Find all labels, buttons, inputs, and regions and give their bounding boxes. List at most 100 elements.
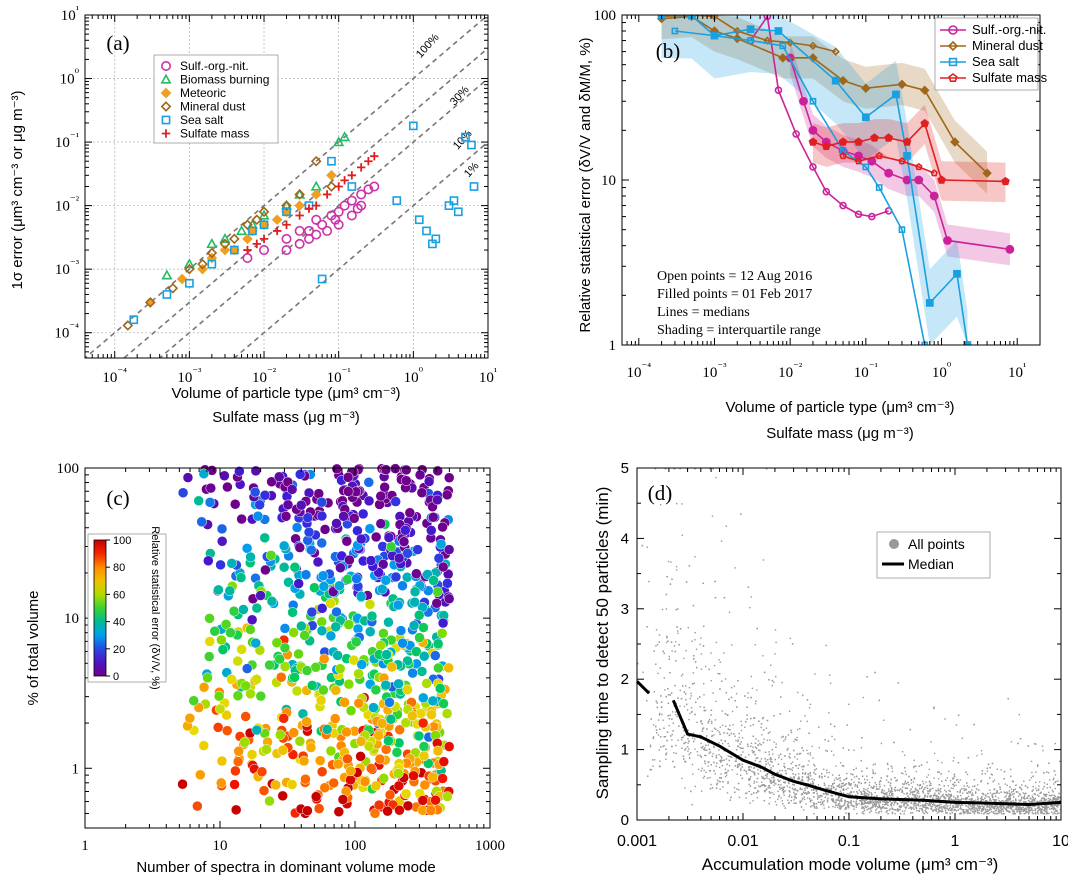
data-point bbox=[658, 749, 660, 751]
data-point bbox=[228, 605, 240, 617]
data-point bbox=[754, 774, 756, 776]
data-point bbox=[700, 668, 703, 670]
data-point bbox=[846, 792, 848, 795]
data-point bbox=[216, 536, 228, 547]
data-point bbox=[214, 703, 226, 715]
data-point bbox=[353, 697, 365, 709]
data-point bbox=[969, 791, 972, 793]
data-point bbox=[664, 736, 667, 738]
data-point bbox=[725, 774, 728, 776]
data-point bbox=[825, 644, 827, 647]
data-point bbox=[981, 753, 983, 755]
data-point bbox=[869, 801, 871, 803]
data-point bbox=[936, 812, 939, 814]
data-point bbox=[713, 734, 715, 736]
data-point bbox=[426, 525, 437, 536]
data-point bbox=[1030, 777, 1033, 779]
data-point bbox=[1046, 804, 1049, 806]
data-point bbox=[805, 785, 807, 788]
data-point bbox=[738, 796, 741, 799]
data-point bbox=[973, 779, 976, 781]
data-point bbox=[927, 807, 929, 810]
data-point bbox=[694, 661, 697, 663]
data-point bbox=[213, 690, 225, 702]
data-point bbox=[676, 569, 678, 571]
data-point bbox=[959, 790, 962, 793]
data-point bbox=[652, 765, 654, 767]
data-point bbox=[782, 788, 785, 791]
data-point bbox=[1019, 811, 1021, 813]
data-point bbox=[722, 786, 724, 788]
data-point bbox=[167, 282, 179, 294]
data-point bbox=[881, 800, 884, 803]
data-point bbox=[325, 630, 337, 642]
data-point bbox=[246, 749, 258, 760]
data-point bbox=[910, 808, 913, 810]
data-point bbox=[708, 742, 710, 744]
data-point bbox=[1051, 807, 1054, 809]
data-point bbox=[806, 749, 808, 752]
data-point bbox=[720, 757, 723, 759]
data-point bbox=[1003, 791, 1005, 793]
data-point bbox=[828, 771, 830, 774]
data-point bbox=[1012, 805, 1015, 807]
data-point bbox=[422, 226, 431, 236]
data-point bbox=[1018, 713, 1021, 716]
data-point bbox=[897, 682, 899, 684]
data-point bbox=[999, 807, 1002, 810]
data-point bbox=[418, 692, 429, 704]
data-point bbox=[1041, 811, 1043, 813]
data-point bbox=[724, 678, 727, 680]
data-point bbox=[999, 788, 1002, 791]
data-point bbox=[778, 796, 780, 798]
data-point bbox=[425, 805, 437, 816]
data-point bbox=[1040, 811, 1042, 813]
data-point bbox=[376, 718, 388, 729]
legend-marker bbox=[948, 73, 958, 83]
data-point bbox=[872, 771, 874, 773]
data-point bbox=[286, 779, 298, 790]
data-point bbox=[986, 808, 989, 811]
data-point bbox=[938, 806, 941, 808]
x-tick-label: 100 bbox=[344, 838, 367, 854]
data-point bbox=[306, 544, 317, 556]
data-point bbox=[347, 171, 357, 180]
data-point bbox=[875, 801, 877, 804]
data-point bbox=[858, 781, 860, 784]
data-point bbox=[837, 804, 839, 807]
data-point bbox=[774, 629, 777, 631]
data-point bbox=[837, 806, 839, 809]
y-axis-label: Relative statistical error (δV/V and δM/… bbox=[577, 37, 594, 332]
data-point bbox=[370, 531, 382, 543]
data-point bbox=[807, 778, 809, 780]
data-point bbox=[1034, 808, 1037, 811]
data-point bbox=[711, 755, 714, 758]
data-point bbox=[853, 808, 855, 811]
data-point bbox=[751, 687, 754, 690]
data-point bbox=[792, 130, 800, 138]
data-point bbox=[1017, 791, 1019, 793]
data-point bbox=[944, 789, 946, 792]
data-point bbox=[875, 783, 878, 786]
data-point bbox=[947, 785, 949, 787]
data-point bbox=[777, 772, 779, 774]
data-point bbox=[430, 794, 441, 806]
data-point bbox=[717, 729, 719, 732]
data-point bbox=[870, 133, 879, 142]
data-point bbox=[726, 763, 728, 766]
data-point bbox=[805, 803, 807, 805]
data-point bbox=[1046, 783, 1048, 786]
data-point bbox=[161, 269, 173, 280]
data-point bbox=[959, 789, 962, 791]
data-point bbox=[823, 800, 825, 802]
data-point bbox=[721, 710, 723, 712]
data-point bbox=[282, 220, 291, 229]
data-point bbox=[673, 468, 676, 470]
legend-label: Sea salt bbox=[972, 54, 1019, 69]
data-point bbox=[929, 790, 931, 792]
data-point bbox=[404, 507, 416, 519]
data-point bbox=[959, 791, 961, 794]
data-point bbox=[694, 738, 696, 740]
data-point bbox=[966, 792, 968, 794]
data-point bbox=[736, 773, 738, 775]
